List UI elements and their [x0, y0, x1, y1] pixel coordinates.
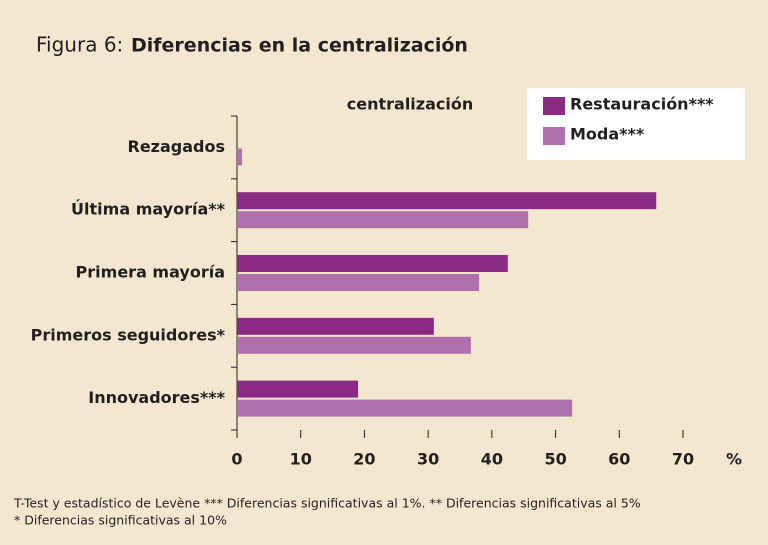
- x-tick-label: 0: [231, 450, 242, 469]
- legend-label: Moda***: [570, 125, 645, 144]
- bar: [237, 255, 508, 272]
- x-tick-label: 60: [608, 450, 630, 469]
- bar: [237, 380, 359, 398]
- x-tick-label: 40: [481, 450, 503, 469]
- y-tick-label: Primera mayoría: [76, 263, 225, 282]
- x-tick-label: 20: [353, 450, 375, 469]
- bar: [237, 399, 573, 417]
- x-tick-label: 50: [544, 450, 566, 469]
- chart-title: Diferencias en la centralización: [131, 35, 468, 57]
- bar: [237, 148, 243, 166]
- y-tick-label: Primeros seguidores*: [31, 325, 226, 344]
- subtitle: centralización: [347, 95, 474, 114]
- legend-swatch: [543, 97, 565, 115]
- bar: [237, 317, 434, 335]
- x-axis-label: %: [726, 450, 742, 469]
- legend-swatch: [543, 127, 565, 145]
- y-tick-label: Innovadores***: [88, 388, 225, 407]
- figure-label: Figura 6:: [36, 33, 123, 57]
- x-tick-label: 10: [290, 450, 312, 469]
- footnote: T-Test y estadístico de Levène *** Difer…: [13, 496, 641, 511]
- bar: [237, 211, 529, 229]
- y-tick-label: Rezagados: [128, 137, 226, 156]
- bar: [237, 274, 480, 291]
- y-tick-label: Última mayoría**: [71, 200, 226, 219]
- footnote: * Diferencias significativas al 10%: [14, 513, 227, 528]
- x-tick-label: 30: [417, 450, 439, 469]
- bar: [237, 192, 657, 210]
- legend-label: Restauración***: [570, 95, 714, 114]
- x-tick-label: 70: [672, 450, 694, 469]
- bar: [237, 336, 471, 354]
